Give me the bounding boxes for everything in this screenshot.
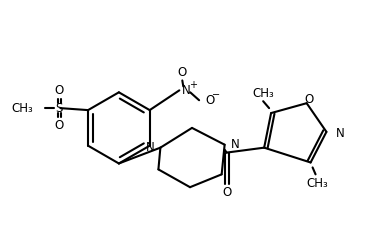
Text: O: O bbox=[205, 94, 214, 107]
Text: O: O bbox=[222, 186, 231, 199]
Text: N: N bbox=[182, 84, 191, 97]
Text: N: N bbox=[230, 138, 239, 151]
Text: S: S bbox=[56, 102, 63, 115]
Text: −: − bbox=[212, 90, 220, 100]
Text: +: + bbox=[189, 80, 197, 90]
Text: O: O bbox=[55, 84, 64, 97]
Text: CH₃: CH₃ bbox=[252, 87, 274, 100]
Text: CH₃: CH₃ bbox=[11, 102, 33, 115]
Text: O: O bbox=[304, 93, 313, 106]
Text: N: N bbox=[146, 141, 154, 154]
Text: O: O bbox=[55, 119, 64, 132]
Text: CH₃: CH₃ bbox=[306, 177, 328, 190]
Text: N: N bbox=[336, 127, 345, 140]
Text: O: O bbox=[178, 66, 187, 79]
